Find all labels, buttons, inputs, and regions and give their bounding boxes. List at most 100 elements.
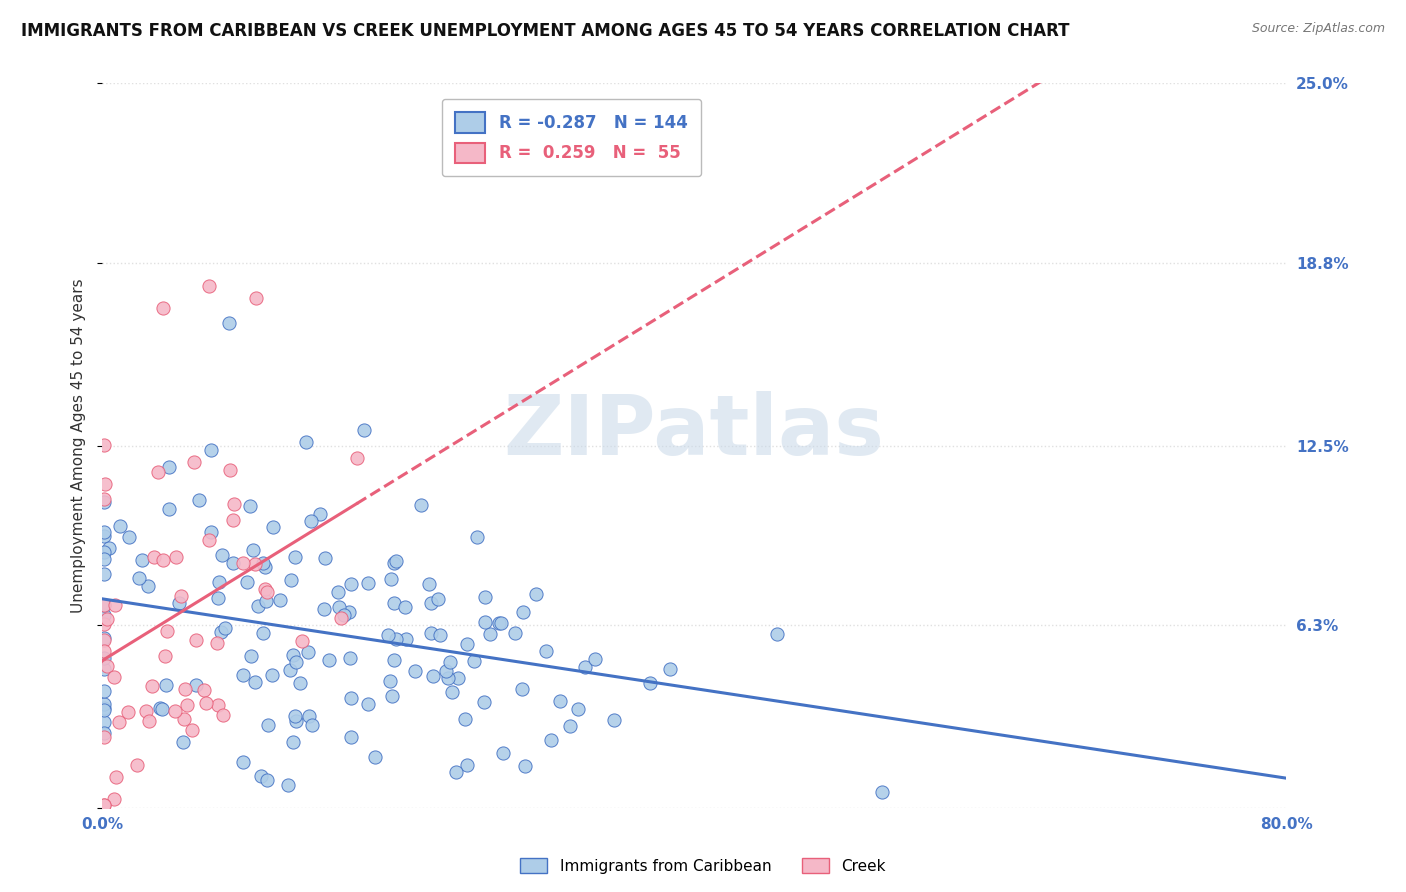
Point (658, 662, 681, 676)
Point (221, 513, 243, 527)
Point (429, 628, 451, 642)
Point (524, 587, 547, 601)
Point (314, 551, 336, 566)
Point (232, 556, 254, 570)
Point (93, 525, 115, 540)
Point (339, 650, 361, 665)
Point (326, 585, 349, 599)
Point (534, 644, 557, 658)
Point (242, 543, 264, 558)
Point (93, 438, 115, 452)
Y-axis label: Unemployment Among Ages 45 to 54 years: Unemployment Among Ages 45 to 54 years (72, 278, 86, 613)
Point (108, 519, 131, 533)
Point (418, 577, 440, 591)
Point (382, 557, 405, 571)
Point (93, 730, 115, 744)
Point (93, 662, 115, 676)
Point (381, 689, 404, 703)
Point (439, 655, 461, 669)
Point (301, 718, 323, 732)
Point (444, 764, 467, 779)
Point (193, 683, 215, 698)
Point (96, 612, 118, 626)
Point (149, 701, 172, 715)
Point (420, 596, 443, 610)
Point (232, 755, 254, 769)
Point (200, 524, 222, 539)
Point (173, 713, 195, 727)
Point (207, 635, 229, 649)
Point (183, 455, 205, 469)
Point (284, 708, 307, 723)
Point (93, 698, 115, 712)
Point (174, 681, 197, 696)
Point (165, 550, 187, 565)
Point (211, 548, 233, 562)
Point (440, 685, 463, 699)
Point (463, 654, 485, 668)
Point (382, 653, 405, 667)
Point (479, 627, 502, 641)
Point (167, 595, 190, 609)
Point (488, 616, 510, 631)
Text: ZIPatlas: ZIPatlas (503, 391, 884, 472)
Text: IMMIGRANTS FROM CARIBBEAN VS CREEK UNEMPLOYMENT AMONG AGES 45 TO 54 YEARS CORREL: IMMIGRANTS FROM CARIBBEAN VS CREEK UNEMP… (21, 22, 1070, 40)
Point (208, 574, 231, 589)
Point (454, 712, 477, 726)
Point (515, 759, 537, 773)
Point (377, 627, 399, 641)
Point (465, 529, 488, 543)
Point (93, 714, 115, 729)
Point (236, 574, 259, 589)
Point (118, 530, 141, 544)
Point (103, 670, 125, 684)
Point (165, 704, 187, 718)
Point (257, 718, 280, 732)
Point (256, 585, 278, 599)
Point (93, 644, 115, 658)
Point (395, 632, 418, 646)
Point (385, 632, 408, 647)
Point (328, 599, 350, 614)
Point (252, 556, 274, 570)
Point (207, 698, 229, 712)
Point (207, 591, 229, 606)
Point (284, 714, 307, 728)
Point (93, 552, 115, 566)
Point (446, 671, 468, 685)
Point (277, 778, 299, 792)
Point (333, 608, 356, 623)
Point (103, 792, 125, 806)
Point (238, 499, 260, 513)
Point (558, 719, 581, 733)
Point (404, 664, 426, 678)
Point (194, 696, 217, 710)
Point (152, 301, 174, 315)
Point (281, 648, 304, 662)
Point (548, 694, 571, 708)
Point (198, 279, 221, 293)
Point (214, 621, 236, 635)
Point (153, 649, 176, 664)
Point (456, 637, 478, 651)
Point (131, 553, 153, 567)
Point (209, 625, 232, 640)
Point (93, 633, 115, 648)
Point (312, 602, 335, 616)
Point (512, 605, 534, 619)
Point (330, 611, 353, 625)
Point (232, 668, 254, 682)
Point (97, 541, 120, 555)
Point (93, 703, 115, 717)
Point (474, 615, 496, 629)
Point (262, 668, 284, 682)
Point (540, 733, 562, 747)
Point (245, 291, 267, 305)
Point (104, 598, 127, 612)
Legend: R = -0.287   N = 144, R =  0.259   N =  55: R = -0.287 N = 144, R = 0.259 N = 55 (441, 99, 702, 177)
Point (218, 463, 240, 477)
Point (339, 605, 361, 619)
Point (353, 423, 375, 437)
Point (125, 758, 148, 772)
Point (93, 616, 115, 631)
